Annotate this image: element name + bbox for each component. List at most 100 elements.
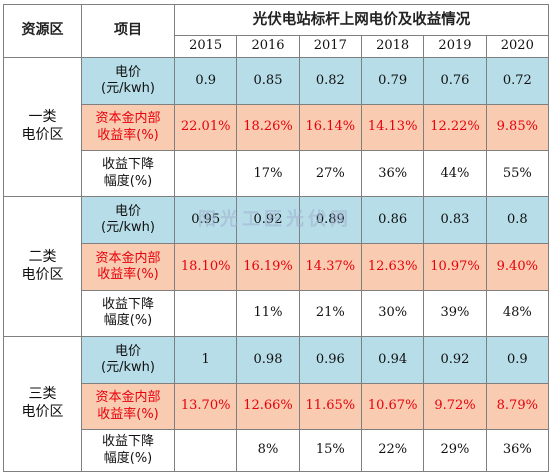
region3-price-label: 电价 (元/kwh) [81,335,175,385]
header-row-1: 资源区 项目 光伏电站标杆上网电价及收益情况 [3,4,549,58]
price-label-line1: 电价 [114,204,141,220]
price-label-line2: (元/kwh) [101,359,155,375]
decline-label-line1: 收益下降 [101,296,154,312]
region3-decline-row: 收益下降 幅度(%) 8% 15% 22% 29% 36% [4,429,550,472]
region3-decline-2016: 8% [236,429,300,472]
region3-price-2017: 0.96 [298,335,362,385]
year-2020: 2020 [485,34,550,58]
region3-decline-2017: 15% [298,429,362,472]
region1-price-2015: 0.9 [173,56,238,105]
decline-label-line2: 幅度(%) [103,173,153,189]
region2-price-row: 二类 电价区 电价 (元/kwh) 0.95 0.92 0.89 0.86 0.83… [3,196,550,337]
region1-price-2019: 0.76 [423,56,487,105]
region3-price-2016: 0.98 [236,335,300,385]
region2-irr-2017: 14.37% [298,243,362,291]
region3-irr-2016: 12.66% [236,382,300,431]
region3-name-line2: 电价区 [21,403,64,420]
region1-irr-label: 资本金内部 收益率(%) [81,103,175,152]
table-title: 光伏电站标杆上网电价及收益情况 [174,4,549,36]
price-label-line2: (元/kwh) [101,80,155,96]
region2-irr-2016: 16.19% [236,243,300,291]
region3-price-2018: 0.94 [360,335,425,385]
region1-irr-2020: 9.85% [485,103,550,152]
region1-decline-row: 收益下降 幅度(%) 17% 27% 36% 44% 55% [4,150,550,198]
region2-irr-2015: 18.10% [173,243,238,291]
region1-name-line2: 电价区 [21,126,64,143]
region1-irr-2017: 16.14% [298,103,362,152]
region3-decline-2018: 22% [360,429,425,472]
region2-irr-label: 资本金内部 收益率(%) [81,243,175,291]
region3-decline-2019: 29% [423,429,487,472]
irr-label-line1: 资本金内部 [95,250,161,266]
region1-irr-row: 资本金内部 收益率(%) 22.01% 18.26% 16.14% 14.13% … [4,103,550,152]
region3-decline-2015 [173,429,238,472]
region1-irr-2015: 22.01% [173,103,238,152]
region2-irr-2020: 9.40% [485,243,550,291]
region2-decline-2018: 30% [360,289,425,337]
region3-irr-label: 资本金内部 收益率(%) [81,382,175,431]
region3-name-line1: 三类 [28,386,57,403]
region2-irr-row: 资本金内部 收益率(%) 18.10% 16.19% 14.37% 12.63% … [4,243,550,291]
region3-decline-2020: 36% [485,429,550,472]
region3-name: 三类 电价区 [3,335,82,473]
region1-decline-2020: 55% [485,150,550,198]
irr-label-line2: 收益率(%) [97,406,159,422]
region1-price-label: 电价 (元/kwh) [81,56,175,105]
region1-price-2016: 0.85 [236,56,300,105]
region-header: 资源区 [3,4,82,58]
region1-price-2017: 0.82 [298,56,362,105]
region2-decline-2016: 11% [236,289,300,337]
irr-label-line1: 资本金内部 [95,111,161,127]
region2-decline-row: 收益下降 幅度(%) 11% 21% 30% 39% 48% [4,289,550,337]
region2-price-2020: 0.8 [485,196,550,245]
region2-irr-2018: 12.63% [360,243,425,291]
region1-irr-2016: 18.26% [236,103,300,152]
irr-label-line2: 收益率(%) [97,127,159,143]
region3-irr-2018: 10.67% [360,382,425,431]
region2-price-label: 电价 (元/kwh) [81,196,175,245]
region1-decline-2018: 36% [360,150,425,198]
region3-irr-row: 资本金内部 收益率(%) 13.70% 12.66% 11.65% 10.67% … [4,382,550,431]
decline-label-line1: 收益下降 [101,157,154,173]
price-label-line1: 电价 [114,343,141,359]
region3-irr-2019: 9.72% [423,382,487,431]
region3-irr-2017: 11.65% [298,382,362,431]
region3-price-2015: 1 [173,335,238,385]
region1-irr-2019: 12.22% [423,103,487,152]
region2-decline-2020: 48% [485,289,550,337]
region1-decline-2015 [173,150,238,198]
irr-label-line1: 资本金内部 [95,390,161,406]
year-2019: 2019 [423,34,487,58]
region1-name: 一类 电价区 [3,56,82,198]
region1-price-row: 一类 电价区 电价 (元/kwh) 0.9 0.85 0.82 0.79 0.76 … [3,56,550,198]
region2-name: 二类 电价区 [3,196,82,337]
region1-price-2018: 0.79 [360,56,425,105]
pv-price-table: 资源区 项目 光伏电站标杆上网电价及收益情况 2015 2016 2017 20… [3,4,550,473]
region2-decline-2017: 21% [298,289,362,337]
region2-name-line2: 电价区 [21,266,64,283]
region1-irr-2018: 14.13% [360,103,425,152]
decline-label-line2: 幅度(%) [103,313,153,329]
region1-decline-2017: 27% [298,150,362,198]
region2-price-2019: 0.83 [423,196,487,245]
region3-price-row: 三类 电价区 电价 (元/kwh) 1 0.98 0.96 0.94 0.92 0.… [3,335,550,473]
region2-decline-2019: 39% [423,289,487,337]
region2-decline-2015 [173,289,238,337]
irr-label-line2: 收益率(%) [97,267,159,283]
region3-decline-label: 收益下降 幅度(%) [81,429,175,472]
region3-irr-2015: 13.70% [173,382,238,431]
region1-decline-label: 收益下降 幅度(%) [81,150,175,198]
region1-decline-2016: 17% [236,150,300,198]
item-header: 项目 [81,4,175,58]
region2-price-2017: 0.89 [298,196,362,245]
decline-label-line2: 幅度(%) [103,450,153,466]
region2-name-line1: 二类 [28,249,57,265]
price-label-line2: (元/kwh) [101,220,155,236]
price-label-line1: 电价 [114,64,141,80]
year-2017: 2017 [298,34,362,58]
region1-price-2020: 0.72 [485,56,550,105]
year-2018: 2018 [360,34,425,58]
region2-irr-2019: 10.97% [423,243,487,291]
region3-irr-2020: 8.79% [485,382,550,431]
